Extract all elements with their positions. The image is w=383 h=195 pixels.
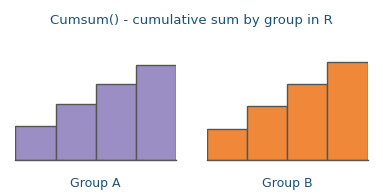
- Bar: [15, 127, 56, 160]
- Bar: [287, 84, 327, 160]
- Text: Group B: Group B: [262, 177, 313, 191]
- Text: Group A: Group A: [70, 177, 121, 191]
- Bar: [136, 65, 176, 160]
- Bar: [327, 62, 368, 160]
- Bar: [56, 104, 96, 160]
- Text: Cumsum() - cumulative sum by group in R: Cumsum() - cumulative sum by group in R: [50, 14, 333, 27]
- Bar: [207, 129, 247, 160]
- Bar: [247, 106, 287, 160]
- Bar: [96, 84, 136, 160]
